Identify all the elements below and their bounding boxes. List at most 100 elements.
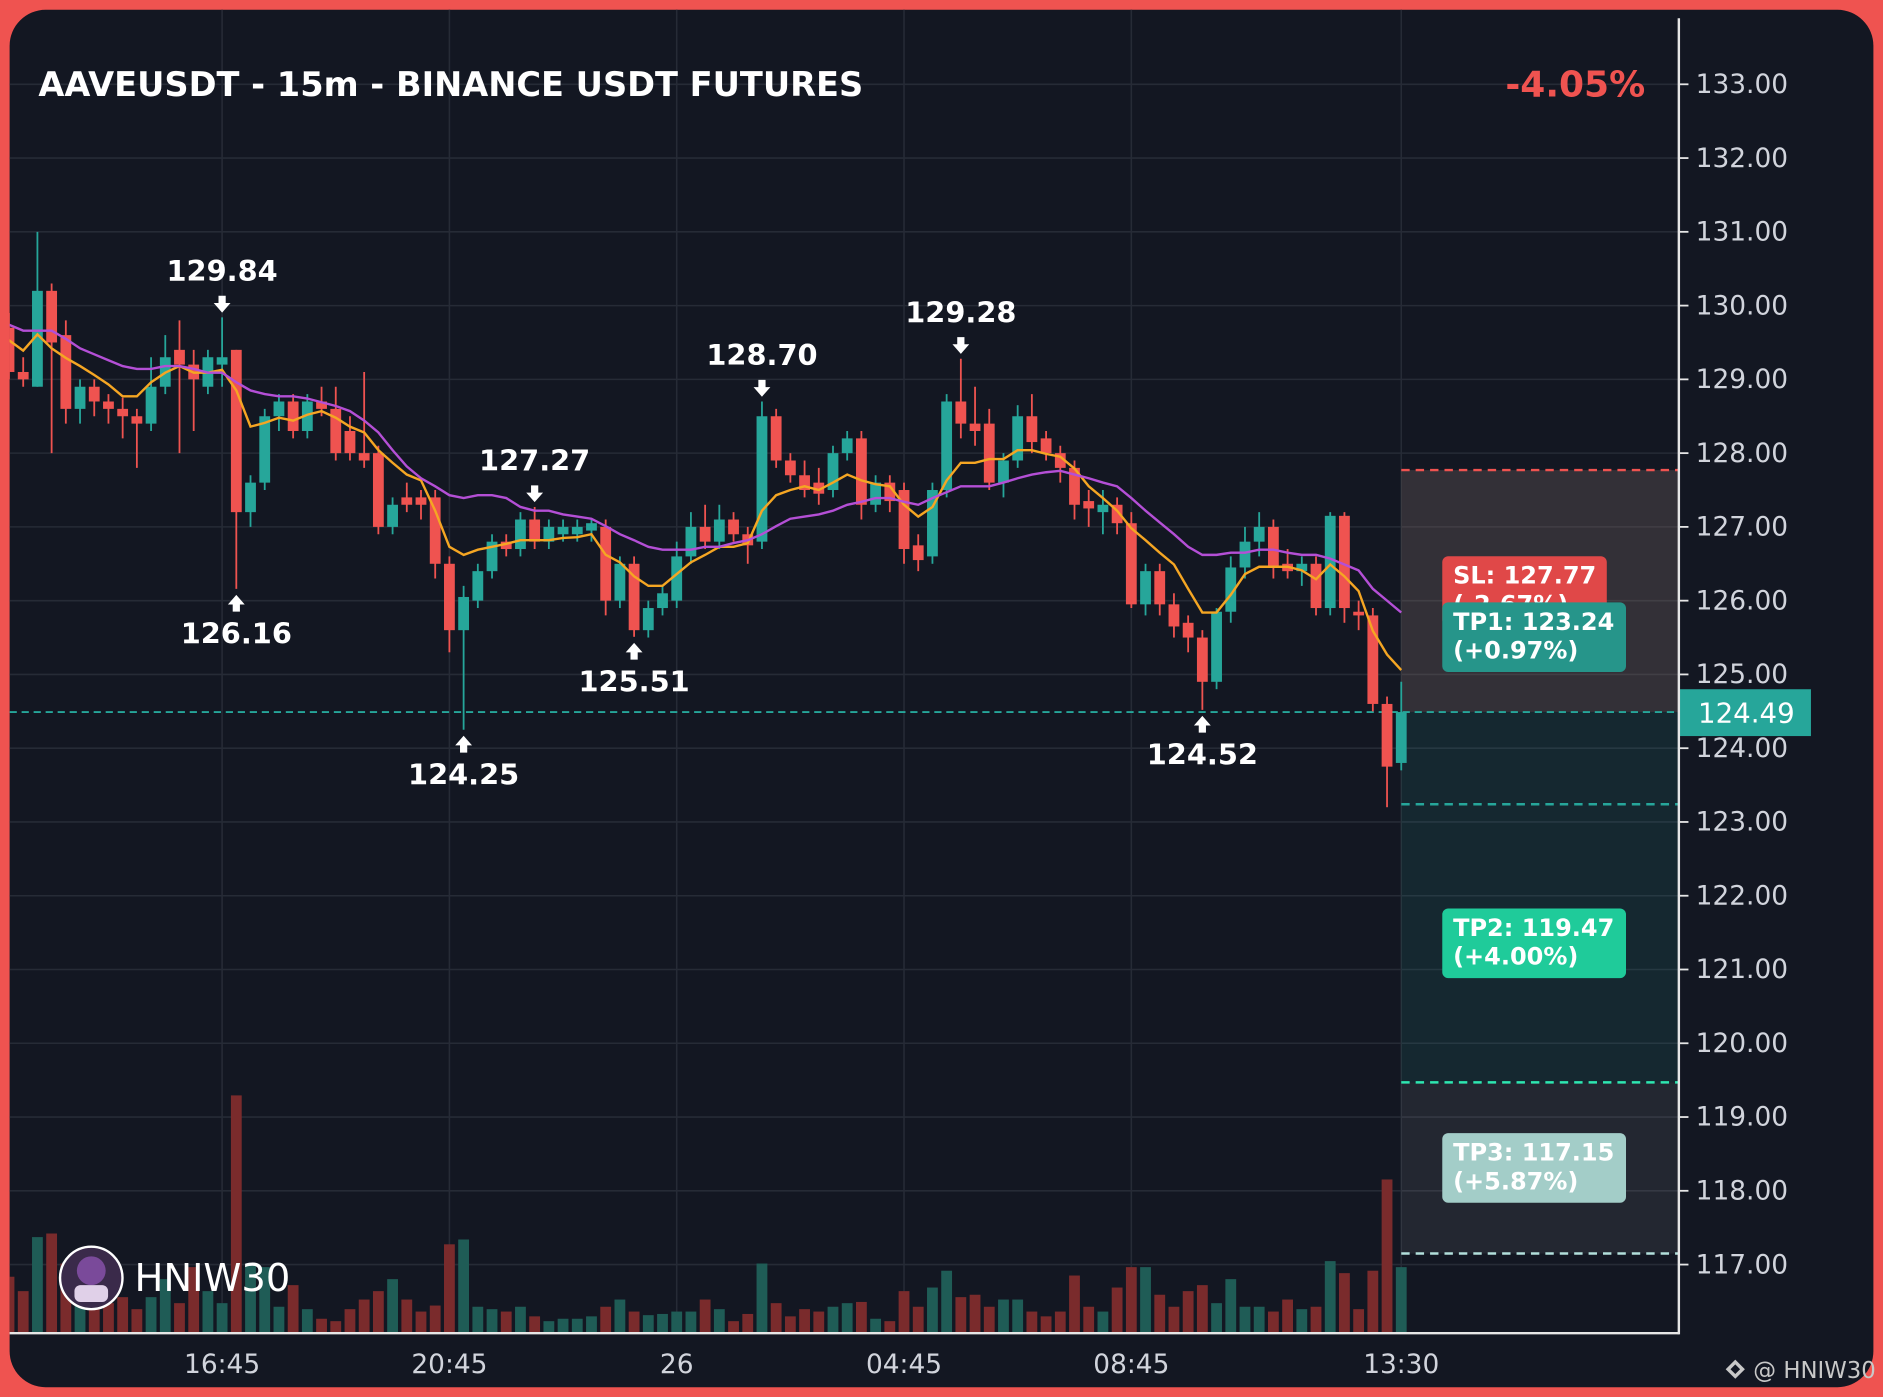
volume-bar [472,1306,484,1334]
volume-bar [387,1279,398,1334]
candle-body [628,563,640,631]
candle-body [586,523,597,531]
candle-body [998,460,1009,483]
volume-bar [1353,1309,1365,1334]
x-tick-label: 16:45 [184,1349,260,1380]
candle-body [60,335,72,409]
volume-bar [259,1267,271,1334]
overlay: 117.00 118.00 119.00 120.00 121.00 122.00 123.… [167,69,1811,1380]
low-label: 124.52 [1147,738,1258,772]
volume-bar [32,1237,43,1334]
volume-bar [600,1306,612,1334]
avatar-face [76,1256,106,1286]
candle-body [1012,416,1024,461]
y-tick-label: 129.00 [1696,364,1788,395]
candle-body [1310,563,1322,609]
candle-body [557,526,569,535]
candle-body [117,408,129,417]
y-tick-label: 124.00 [1696,733,1788,764]
volume-bar [827,1306,839,1334]
candle-body [1324,515,1336,609]
volume-bar [927,1287,938,1334]
volume-bar [131,1309,143,1334]
volume-bar [941,1270,953,1334]
candle-body [1111,504,1123,524]
candle-body [429,497,441,564]
candle-body [344,430,356,454]
y-tick-label: 125.00 [1696,659,1788,690]
level-label: TP1: 123.24 [1453,608,1614,636]
volume-bar [1182,1291,1194,1334]
volume-bar [46,1233,58,1334]
candle-body [1267,526,1279,568]
candle-body [841,438,853,454]
low-label: 125.51 [579,665,690,699]
y-tick-label: 123.00 [1696,807,1788,838]
level-label: SL: 127.77 [1453,562,1596,590]
volume-bar [529,1316,541,1334]
volume-bar [1069,1275,1080,1334]
volume-bar [188,1267,200,1334]
volume-bar [1267,1311,1279,1334]
candle-body [685,526,697,557]
volume-bar [756,1263,768,1334]
price-tag [1678,689,1811,737]
candle-body [699,526,711,542]
candle-body [230,349,242,513]
volume-bar [500,1311,512,1334]
level-change: (+5.87%) [1453,1167,1578,1195]
candle-body [1367,615,1379,704]
volume-bar [103,1303,114,1334]
candle-body [870,482,882,505]
volume-bar [998,1299,1009,1334]
volume-bar [1381,1179,1393,1334]
volume-bar [486,1309,498,1334]
volume-bar [1296,1309,1308,1334]
candle-body [1069,467,1080,505]
level-box [1442,602,1627,673]
watermark: HNIW30 [135,1256,291,1301]
level-box [1442,1133,1627,1203]
chart-title: AAVEUSDT - 15m - BINANCE USDT FUTURES [38,65,863,104]
volume-bar [1282,1299,1294,1334]
volume-bar [401,1299,413,1334]
volume-bar [912,1306,924,1334]
volume-bar [202,1291,214,1334]
y-tick-label: 126.00 [1696,585,1788,616]
volume-bar [699,1299,711,1334]
candle-body [969,423,981,431]
volume-bar [1310,1306,1322,1334]
low-arrow [625,642,643,660]
candle-body [9,327,15,372]
candle-body [301,401,313,431]
candle-body [358,453,370,461]
candle-body [898,490,910,550]
candle-body [770,416,782,461]
y-tick-label: 133.00 [1696,69,1788,100]
candle-body [444,563,455,631]
level-label: TP3: 117.15 [1453,1139,1614,1167]
candle-body [927,490,938,557]
candle-body [941,401,953,491]
low-arrow [1193,715,1211,733]
low-label: 126.16 [181,617,292,651]
high-arrow [526,485,544,503]
footer-icon [1725,1359,1745,1379]
volume-bar [671,1311,683,1334]
level-box [1442,908,1627,979]
candle-body [415,497,427,505]
ma-line [9,332,1403,671]
volume-bar [1140,1267,1151,1334]
y-tick-label: 131.00 [1696,217,1788,248]
volume-bar [1040,1316,1052,1334]
volume-bar [728,1321,739,1334]
candle-body [245,482,256,513]
volume-bar [685,1311,697,1334]
volume-bar [898,1291,910,1334]
volume-bar [1083,1306,1095,1334]
candle-body [1054,453,1066,468]
volume-bar [1395,1267,1407,1334]
x-tick-label: 13:30 [1363,1349,1439,1380]
volume-bar [458,1239,470,1334]
candle-body [799,475,810,491]
